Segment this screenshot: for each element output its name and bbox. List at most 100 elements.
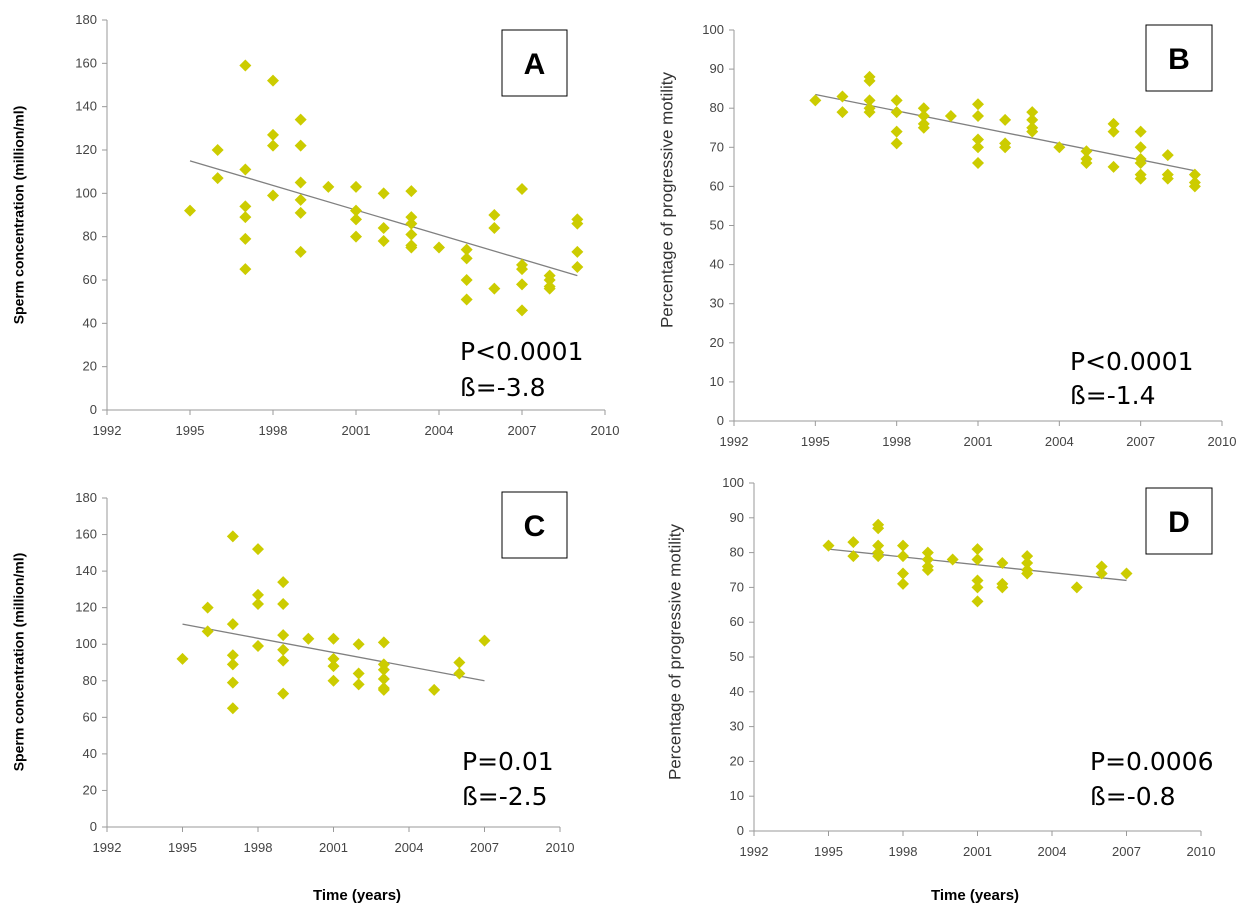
data-point — [478, 634, 491, 647]
data-point — [277, 576, 290, 589]
data-point — [277, 654, 290, 667]
panel-label-box — [501, 29, 568, 97]
data-point — [917, 110, 930, 123]
data-point — [1134, 156, 1147, 169]
data-point — [822, 539, 835, 552]
x-tick-label: 1992 — [93, 423, 122, 438]
data-point — [239, 200, 252, 213]
y-tick-label: 60 — [730, 614, 744, 629]
data-point — [972, 110, 984, 123]
y-tick-label: 100 — [75, 636, 97, 651]
x-tick-label: 2001 — [964, 434, 993, 449]
data-point — [1188, 168, 1201, 181]
data-point — [972, 156, 984, 169]
data-point — [1021, 567, 1034, 580]
y-tick-label: 50 — [710, 218, 724, 233]
x-tick-label: 1995 — [168, 840, 197, 855]
data-point — [1161, 172, 1174, 185]
y-tick-label: 90 — [730, 510, 744, 525]
x-tick-label: 2004 — [1045, 434, 1074, 449]
data-point — [1021, 557, 1034, 570]
data-point — [890, 137, 903, 150]
data-point — [405, 241, 418, 254]
y-tick-label: 10 — [710, 374, 724, 389]
data-point — [897, 539, 909, 552]
x-tick-label: 2010 — [546, 840, 575, 855]
data-point — [350, 230, 362, 243]
data-point — [1161, 149, 1174, 162]
y-tick-label: 100 — [702, 22, 724, 37]
y-tick-label: 40 — [730, 684, 744, 699]
p-value-annotation: P<0.0001 — [1070, 347, 1194, 376]
x-tick-label: 2007 — [470, 840, 499, 855]
y-tick-label: 30 — [710, 296, 724, 311]
data-point — [488, 222, 501, 234]
data-point — [863, 74, 876, 87]
y-tick-label: 20 — [730, 753, 744, 768]
data-point — [1107, 117, 1120, 130]
y-tick-label: 90 — [710, 61, 724, 76]
data-point — [277, 643, 290, 656]
y-tick-label: 40 — [83, 746, 97, 761]
data-point — [327, 674, 340, 687]
data-point — [377, 235, 390, 247]
data-point — [571, 217, 584, 230]
data-point — [1095, 567, 1108, 580]
data-point — [999, 141, 1012, 154]
data-point — [267, 189, 279, 202]
data-point — [1134, 141, 1147, 154]
data-point — [543, 282, 556, 295]
panel-label-box — [501, 491, 568, 559]
data-point — [946, 553, 959, 566]
data-point — [377, 636, 390, 649]
data-point — [460, 243, 473, 256]
panel-label: D — [1168, 506, 1190, 539]
data-point — [516, 278, 528, 291]
data-point — [488, 282, 501, 295]
data-point — [1080, 145, 1093, 158]
data-point — [352, 667, 365, 680]
data-point — [239, 211, 252, 224]
data-point — [352, 638, 365, 651]
data-point — [184, 204, 196, 217]
x-axis-title: Time (years) — [313, 887, 401, 904]
data-point — [971, 543, 984, 556]
data-point — [327, 652, 340, 665]
x-tick-label: 1995 — [176, 423, 205, 438]
data-point — [294, 193, 307, 206]
x-tick-label: 2001 — [963, 844, 992, 859]
data-point — [277, 629, 290, 642]
data-point — [971, 595, 984, 608]
data-point — [1107, 125, 1120, 138]
data-point — [226, 702, 239, 715]
data-point — [252, 640, 264, 653]
y-tick-label: 20 — [83, 359, 97, 374]
data-point — [327, 632, 340, 645]
data-point — [211, 172, 224, 185]
y-tick-label: 120 — [75, 600, 97, 615]
trend-line — [182, 623, 485, 682]
y-tick-label: 60 — [83, 272, 97, 287]
data-point — [239, 263, 252, 276]
data-point — [322, 180, 335, 193]
data-point — [971, 574, 984, 587]
y-tick-label: 0 — [737, 823, 744, 838]
y-axis-label: Sperm concentration (million/ml) — [11, 106, 27, 325]
data-point — [836, 106, 849, 119]
data-point — [405, 228, 418, 241]
x-axis-title: Time (years) — [931, 887, 1019, 904]
data-point — [836, 90, 849, 103]
data-point — [921, 546, 934, 559]
y-tick-label: 70 — [730, 579, 744, 594]
data-point — [377, 187, 390, 200]
data-point — [405, 211, 418, 224]
panel-label: B — [1168, 43, 1190, 76]
data-point — [352, 678, 365, 691]
x-tick-label: 1992 — [740, 844, 769, 859]
data-point — [211, 144, 224, 156]
y-tick-label: 60 — [83, 709, 97, 724]
y-tick-label: 30 — [730, 719, 744, 734]
data-point — [897, 550, 909, 563]
data-point — [571, 245, 584, 258]
